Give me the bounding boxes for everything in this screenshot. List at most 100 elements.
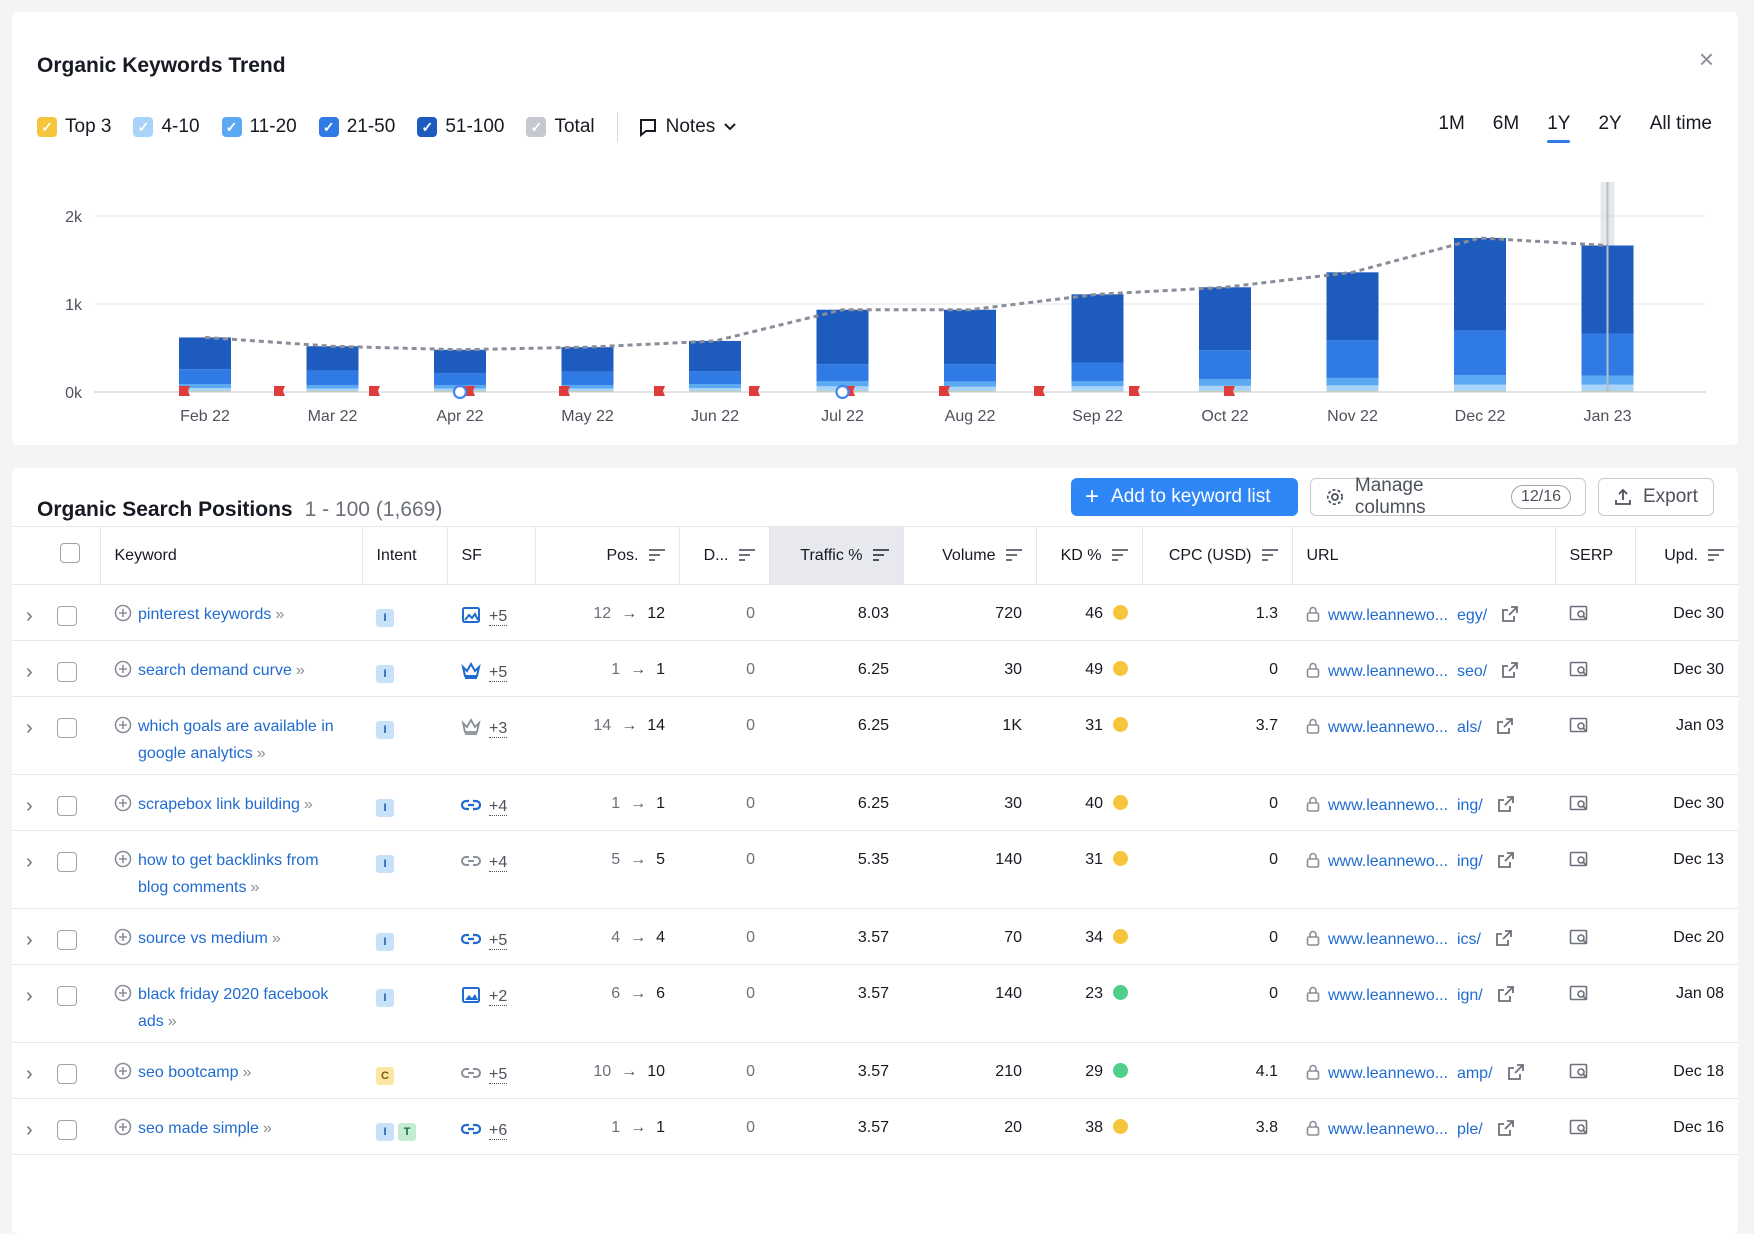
table-row[interactable]: › seo bootcamp» C +5 10 → 10 0 3.57 210 29 4.1 www.l… bbox=[12, 1042, 1738, 1099]
serp-preview-icon[interactable] bbox=[1569, 985, 1589, 1003]
crown-icon[interactable] bbox=[461, 661, 481, 681]
add-circle-icon[interactable] bbox=[114, 604, 132, 622]
add-circle-icon[interactable] bbox=[114, 850, 132, 868]
external-link-icon[interactable] bbox=[1497, 1119, 1515, 1137]
link-icon[interactable] bbox=[460, 929, 482, 949]
legend-item-51-100[interactable]: ✓ 51-100 bbox=[417, 116, 504, 138]
table-row[interactable]: › source vs medium» I +5 4 → 4 0 3.57 70 34 0 www.le… bbox=[12, 908, 1738, 965]
column-serp[interactable]: SERP bbox=[1555, 526, 1636, 585]
row-checkbox[interactable] bbox=[56, 1120, 77, 1140]
legend-item-21-50[interactable]: ✓ 21-50 bbox=[318, 116, 395, 138]
keyword-link[interactable]: seo made simple» bbox=[138, 1115, 272, 1142]
column-sf[interactable]: SF bbox=[447, 526, 536, 585]
url-link[interactable]: www.leannewo... ics/ bbox=[1328, 931, 1481, 948]
serp-preview-icon[interactable] bbox=[1569, 851, 1589, 869]
sf-more-link[interactable]: +5 bbox=[489, 932, 508, 950]
period-all-time[interactable]: All time bbox=[1649, 113, 1712, 134]
manage-columns-button[interactable]: Manage columns 12/16 bbox=[1310, 475, 1586, 518]
url-link[interactable]: www.leannewo... als/ bbox=[1328, 719, 1482, 736]
chevron-right-icon[interactable]: › bbox=[26, 929, 33, 951]
external-link-icon[interactable] bbox=[1501, 605, 1519, 623]
chevron-right-icon[interactable]: › bbox=[26, 1063, 33, 1085]
table-row[interactable]: › how to get backlinks from blog comments… bbox=[12, 830, 1738, 909]
image-icon[interactable] bbox=[461, 605, 481, 625]
row-checkbox[interactable] bbox=[56, 606, 77, 626]
keyword-link[interactable]: black friday 2020 facebook ads» bbox=[138, 981, 348, 1035]
chevron-right-icon[interactable]: › bbox=[26, 1119, 33, 1141]
column-pos[interactable]: Pos. bbox=[535, 526, 680, 585]
keyword-link[interactable]: search demand curve» bbox=[138, 657, 305, 684]
keyword-link[interactable]: scrapebox link building» bbox=[138, 791, 313, 818]
column-volume[interactable]: Volume bbox=[903, 526, 1037, 585]
export-button[interactable]: Export bbox=[1598, 478, 1714, 516]
legend-item-11-20[interactable]: ✓ 11-20 bbox=[221, 116, 297, 138]
row-checkbox[interactable] bbox=[56, 718, 77, 738]
table-row[interactable]: › seo made simple» I T +6 1 → 1 0 3.57 20 38 3.8 www.… bbox=[12, 1098, 1738, 1155]
link-outline-icon[interactable] bbox=[461, 1063, 481, 1083]
serp-preview-icon[interactable] bbox=[1569, 929, 1589, 947]
serp-preview-icon[interactable] bbox=[1569, 1063, 1589, 1081]
close-icon[interactable]: × bbox=[1698, 44, 1714, 74]
table-row[interactable]: › black friday 2020 facebook ads» I +2 6 → 6 0 3… bbox=[12, 964, 1738, 1043]
legend-item-top-3[interactable]: ✓ Top 3 bbox=[37, 116, 111, 138]
external-link-icon[interactable] bbox=[1507, 1063, 1525, 1081]
chevron-right-icon[interactable]: › bbox=[26, 717, 33, 739]
period-1y[interactable]: 1Y bbox=[1547, 113, 1571, 143]
images-icon[interactable] bbox=[461, 985, 481, 1005]
sf-more-link[interactable]: +4 bbox=[489, 798, 508, 816]
chevron-right-icon[interactable]: › bbox=[26, 661, 33, 683]
serp-preview-icon[interactable] bbox=[1569, 605, 1589, 623]
serp-preview-icon[interactable] bbox=[1569, 661, 1589, 679]
notes-dropdown[interactable]: Notes bbox=[638, 116, 746, 138]
legend-item-4-10[interactable]: ✓ 4-10 bbox=[133, 116, 200, 138]
column-url[interactable]: URL bbox=[1292, 526, 1556, 585]
column-cpc[interactable]: CPC (USD) bbox=[1142, 526, 1293, 585]
link-icon[interactable] bbox=[460, 795, 482, 815]
serp-preview-icon[interactable] bbox=[1569, 795, 1589, 813]
link-icon[interactable] bbox=[460, 1119, 482, 1139]
sf-more-link[interactable]: +5 bbox=[489, 608, 508, 626]
select-all-checkbox[interactable] bbox=[60, 543, 80, 563]
keyword-link[interactable]: how to get backlinks from blog comments» bbox=[138, 847, 348, 901]
row-checkbox[interactable] bbox=[56, 930, 77, 950]
row-checkbox[interactable] bbox=[56, 1064, 77, 1084]
legend-item-total[interactable]: ✓ Total bbox=[526, 116, 595, 138]
column-kd[interactable]: KD % bbox=[1036, 526, 1143, 585]
column-keyword[interactable]: Keyword bbox=[100, 526, 363, 585]
period-1m[interactable]: 1M bbox=[1438, 113, 1465, 134]
url-link[interactable]: www.leannewo... egy/ bbox=[1328, 607, 1487, 624]
sf-more-link[interactable]: +4 bbox=[489, 854, 508, 872]
sf-more-link[interactable]: +6 bbox=[489, 1122, 508, 1140]
url-link[interactable]: www.leannewo... seo/ bbox=[1328, 663, 1487, 680]
url-link[interactable]: www.leannewo... ing/ bbox=[1328, 853, 1483, 870]
chevron-right-icon[interactable]: › bbox=[26, 605, 33, 627]
row-checkbox[interactable] bbox=[56, 986, 77, 1006]
add-circle-icon[interactable] bbox=[114, 660, 132, 678]
table-row[interactable]: › pinterest keywords» I +5 12 → 12 0 8.03 720 46 1.… bbox=[12, 584, 1738, 641]
period-2y[interactable]: 2Y bbox=[1598, 113, 1622, 134]
column-traffic[interactable]: Traffic % bbox=[769, 526, 904, 585]
row-checkbox[interactable] bbox=[56, 662, 77, 682]
column-upd[interactable]: Upd. bbox=[1635, 526, 1738, 585]
external-link-icon[interactable] bbox=[1496, 717, 1514, 735]
keyword-link[interactable]: source vs medium» bbox=[138, 925, 281, 952]
chevron-right-icon[interactable]: › bbox=[26, 851, 33, 873]
sf-more-link[interactable]: +2 bbox=[489, 988, 508, 1006]
crown-outline-icon[interactable] bbox=[461, 717, 481, 737]
keyword-link[interactable]: pinterest keywords» bbox=[138, 601, 284, 628]
sf-more-link[interactable]: +3 bbox=[489, 720, 508, 738]
keyword-link[interactable]: which goals are available in google anal… bbox=[138, 713, 348, 767]
column-diff[interactable]: D... bbox=[679, 526, 770, 585]
external-link-icon[interactable] bbox=[1495, 929, 1513, 947]
period-6m[interactable]: 6M bbox=[1492, 113, 1520, 134]
link-outline-icon[interactable] bbox=[461, 851, 481, 871]
add-circle-icon[interactable] bbox=[114, 716, 132, 734]
table-row[interactable]: › search demand curve» I +5 1 → 1 0 6.25 30 49 0 www… bbox=[12, 640, 1738, 697]
table-row[interactable]: › which goals are available in google ana… bbox=[12, 696, 1738, 775]
add-circle-icon[interactable] bbox=[114, 1062, 132, 1080]
row-checkbox[interactable] bbox=[56, 852, 77, 872]
sf-more-link[interactable]: +5 bbox=[489, 1066, 508, 1084]
url-link[interactable]: www.leannewo... amp/ bbox=[1328, 1065, 1493, 1082]
sf-more-link[interactable]: +5 bbox=[489, 664, 508, 682]
chevron-right-icon[interactable]: › bbox=[26, 985, 33, 1007]
